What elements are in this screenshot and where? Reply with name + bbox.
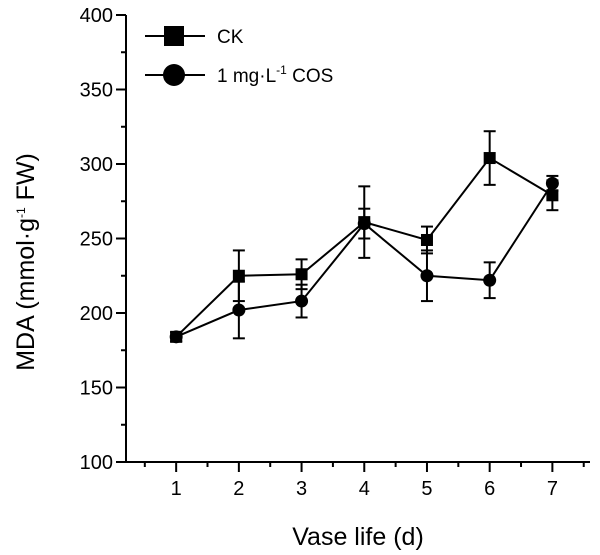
legend-label-part: COS: [287, 66, 333, 87]
y-tick-label: 250: [80, 229, 113, 251]
data-point: [295, 268, 308, 281]
legend-label: CK: [217, 27, 244, 48]
data-point: [232, 269, 245, 282]
legend-label-part: CK: [217, 27, 244, 48]
axes: 100 150 200 250 300 350 400 1 2 3 4 5 6 7: [80, 5, 590, 500]
legend-marker-circle: [163, 64, 185, 86]
y-tick-label: 150: [80, 378, 113, 400]
x-tick-label: 3: [296, 478, 307, 500]
y-tick-label: 350: [80, 80, 113, 102]
y-tick-label: 100: [80, 452, 113, 474]
data-point: [420, 269, 434, 283]
legend-item: CK: [145, 26, 244, 48]
x-tick-label: 2: [233, 478, 244, 500]
data-point: [420, 233, 433, 246]
y-tick-label: 200: [80, 303, 113, 325]
series-cos: [169, 174, 559, 344]
x-axis-title: Vase life (d): [292, 523, 424, 551]
data-point: [357, 217, 371, 231]
x-tick-label: 7: [547, 478, 558, 500]
legend-label-part: -1: [276, 63, 287, 77]
data-point: [232, 303, 246, 317]
legend: CK 1 mg·L-1 COS: [145, 26, 333, 87]
legend-marker-square: [164, 26, 184, 46]
x-tick-label: 1: [171, 478, 182, 500]
x-tick-label: 5: [421, 478, 432, 500]
legend-label: 1 mg·L-1 COS: [217, 63, 333, 87]
x-tick-label: 6: [484, 478, 495, 500]
data-point: [545, 176, 559, 190]
legend-label-part: 1 mg·L: [217, 66, 276, 87]
legend-item: 1 mg·L-1 COS: [145, 63, 333, 87]
y-tick-label: 300: [80, 154, 113, 176]
data-point: [483, 273, 497, 287]
y-axis-title: MDA (mmol·g-1 FW): [12, 153, 40, 371]
data-point: [169, 330, 183, 344]
data-point: [546, 189, 559, 202]
x-tick-label: 4: [359, 478, 370, 500]
data-point: [483, 152, 496, 165]
data-point: [295, 294, 309, 308]
y-tick-label: 400: [80, 5, 113, 27]
series-layer: [169, 130, 559, 344]
